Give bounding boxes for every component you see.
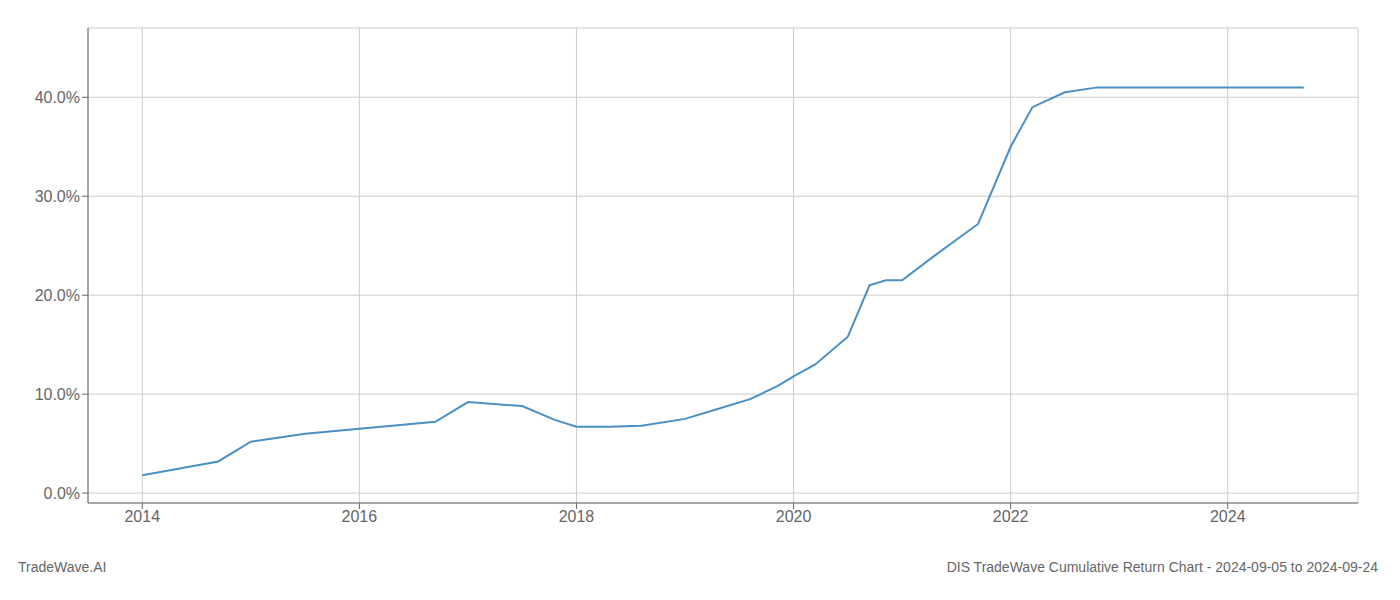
svg-text:30.0%: 30.0% [35, 188, 80, 205]
svg-text:2016: 2016 [342, 508, 378, 525]
svg-text:2020: 2020 [776, 508, 812, 525]
svg-text:40.0%: 40.0% [35, 89, 80, 106]
svg-text:10.0%: 10.0% [35, 386, 80, 403]
svg-text:20.0%: 20.0% [35, 287, 80, 304]
svg-text:2024: 2024 [1210, 508, 1246, 525]
svg-text:2014: 2014 [124, 508, 160, 525]
svg-text:2018: 2018 [559, 508, 595, 525]
html-text:TradeWave.AI: TradeWave.AI [18, 559, 107, 575]
svg-text:2022: 2022 [993, 508, 1029, 525]
html-text:DIS TradeWave Cumulative Retur: DIS TradeWave Cumulative Return Chart - … [946, 559, 1378, 575]
svg-text:0.0%: 0.0% [44, 485, 80, 502]
